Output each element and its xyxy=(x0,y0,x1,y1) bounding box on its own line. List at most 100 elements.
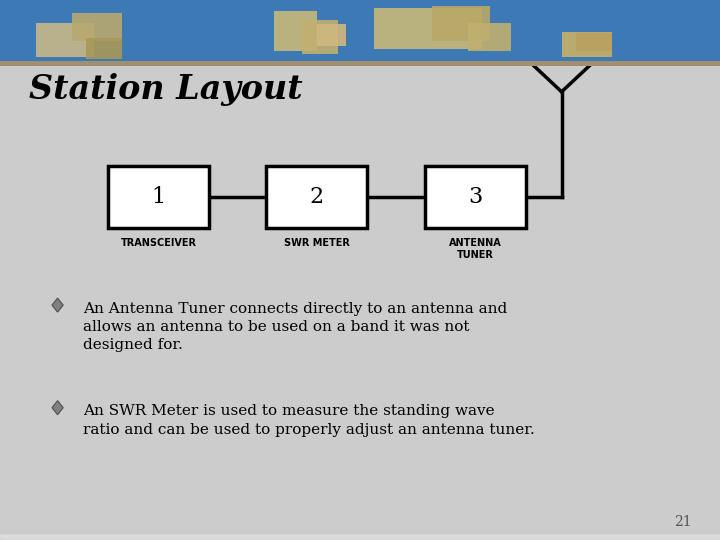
Bar xyxy=(0,536,720,538)
Bar xyxy=(0,536,720,539)
Bar xyxy=(0,535,720,538)
Bar xyxy=(0,537,720,539)
Bar xyxy=(0,535,720,538)
Bar xyxy=(0,537,720,539)
Bar xyxy=(0,537,720,539)
Bar xyxy=(72,12,122,40)
Bar xyxy=(0,536,720,538)
Bar xyxy=(0,537,720,540)
Bar xyxy=(0,537,720,540)
Bar xyxy=(0,536,720,538)
Bar xyxy=(0,535,720,538)
Bar xyxy=(0,536,720,539)
Bar xyxy=(425,166,526,228)
Bar xyxy=(0,535,720,538)
Bar xyxy=(0,536,720,538)
Bar xyxy=(0,537,720,539)
Bar xyxy=(0,537,720,540)
Bar xyxy=(0,535,720,538)
Bar xyxy=(0,536,720,539)
Bar xyxy=(0,535,720,538)
Bar xyxy=(0,536,720,538)
Bar xyxy=(0,536,720,539)
Bar xyxy=(0,535,720,538)
Bar xyxy=(0,535,720,537)
Bar xyxy=(0,535,720,538)
Bar xyxy=(0,535,720,538)
Bar xyxy=(0,537,720,540)
Bar xyxy=(0,536,720,539)
Bar xyxy=(562,32,612,57)
Bar xyxy=(0,536,720,539)
Bar xyxy=(0,536,720,539)
Bar xyxy=(0,537,720,540)
Bar xyxy=(0,535,720,537)
Bar xyxy=(0,535,720,538)
Bar xyxy=(0,535,720,537)
Bar xyxy=(0,536,720,539)
Bar xyxy=(0,536,720,538)
Bar xyxy=(0,537,720,540)
Bar xyxy=(0,536,720,539)
Bar xyxy=(0,537,720,539)
Bar xyxy=(0,537,720,540)
Bar xyxy=(0,537,720,539)
Bar xyxy=(0,535,720,538)
Bar xyxy=(0,536,720,539)
Bar xyxy=(0,536,720,538)
Bar xyxy=(0,535,720,537)
Bar xyxy=(0,535,720,538)
Bar xyxy=(0,535,720,537)
Bar xyxy=(0,536,720,538)
Bar xyxy=(274,11,317,51)
Bar xyxy=(0,536,720,539)
Bar xyxy=(0,61,720,66)
Bar xyxy=(0,536,720,539)
Bar xyxy=(468,23,511,51)
Bar xyxy=(0,536,720,538)
Bar xyxy=(317,24,346,46)
Bar xyxy=(0,536,720,538)
Bar xyxy=(0,536,720,538)
Bar xyxy=(0,537,720,540)
Bar xyxy=(0,537,720,539)
Bar xyxy=(0,536,720,539)
Bar xyxy=(0,537,720,540)
Bar xyxy=(0,536,720,538)
Bar xyxy=(576,32,612,51)
Text: 1: 1 xyxy=(151,186,166,208)
Bar xyxy=(0,537,720,539)
Text: An SWR Meter is used to measure the standing wave
ratio and can be used to prope: An SWR Meter is used to measure the stan… xyxy=(83,404,534,436)
Bar xyxy=(0,535,720,538)
Bar xyxy=(0,537,720,539)
Bar xyxy=(0,535,720,538)
Text: SWR METER: SWR METER xyxy=(284,238,350,248)
Bar xyxy=(0,536,720,539)
Bar xyxy=(0,535,720,537)
Bar xyxy=(0,535,720,538)
Bar xyxy=(0,536,720,539)
Bar xyxy=(0,535,720,538)
Bar xyxy=(0,535,720,537)
Bar xyxy=(0,535,720,537)
Bar xyxy=(0,535,720,537)
Bar xyxy=(266,166,367,228)
Bar xyxy=(0,536,720,538)
Bar xyxy=(0,536,720,539)
Bar xyxy=(0,537,720,539)
Bar xyxy=(432,6,490,40)
Bar xyxy=(302,20,338,54)
Bar xyxy=(0,536,720,539)
Bar xyxy=(0,536,720,538)
Bar xyxy=(0,535,720,538)
Bar xyxy=(0,537,720,540)
Bar xyxy=(0,536,720,539)
Bar xyxy=(0,536,720,538)
Bar xyxy=(0,536,720,539)
Bar xyxy=(0,536,720,538)
Bar xyxy=(0,536,720,539)
Bar xyxy=(0,535,720,538)
Bar xyxy=(0,537,720,539)
Bar xyxy=(0,536,720,539)
Polygon shape xyxy=(52,401,63,415)
